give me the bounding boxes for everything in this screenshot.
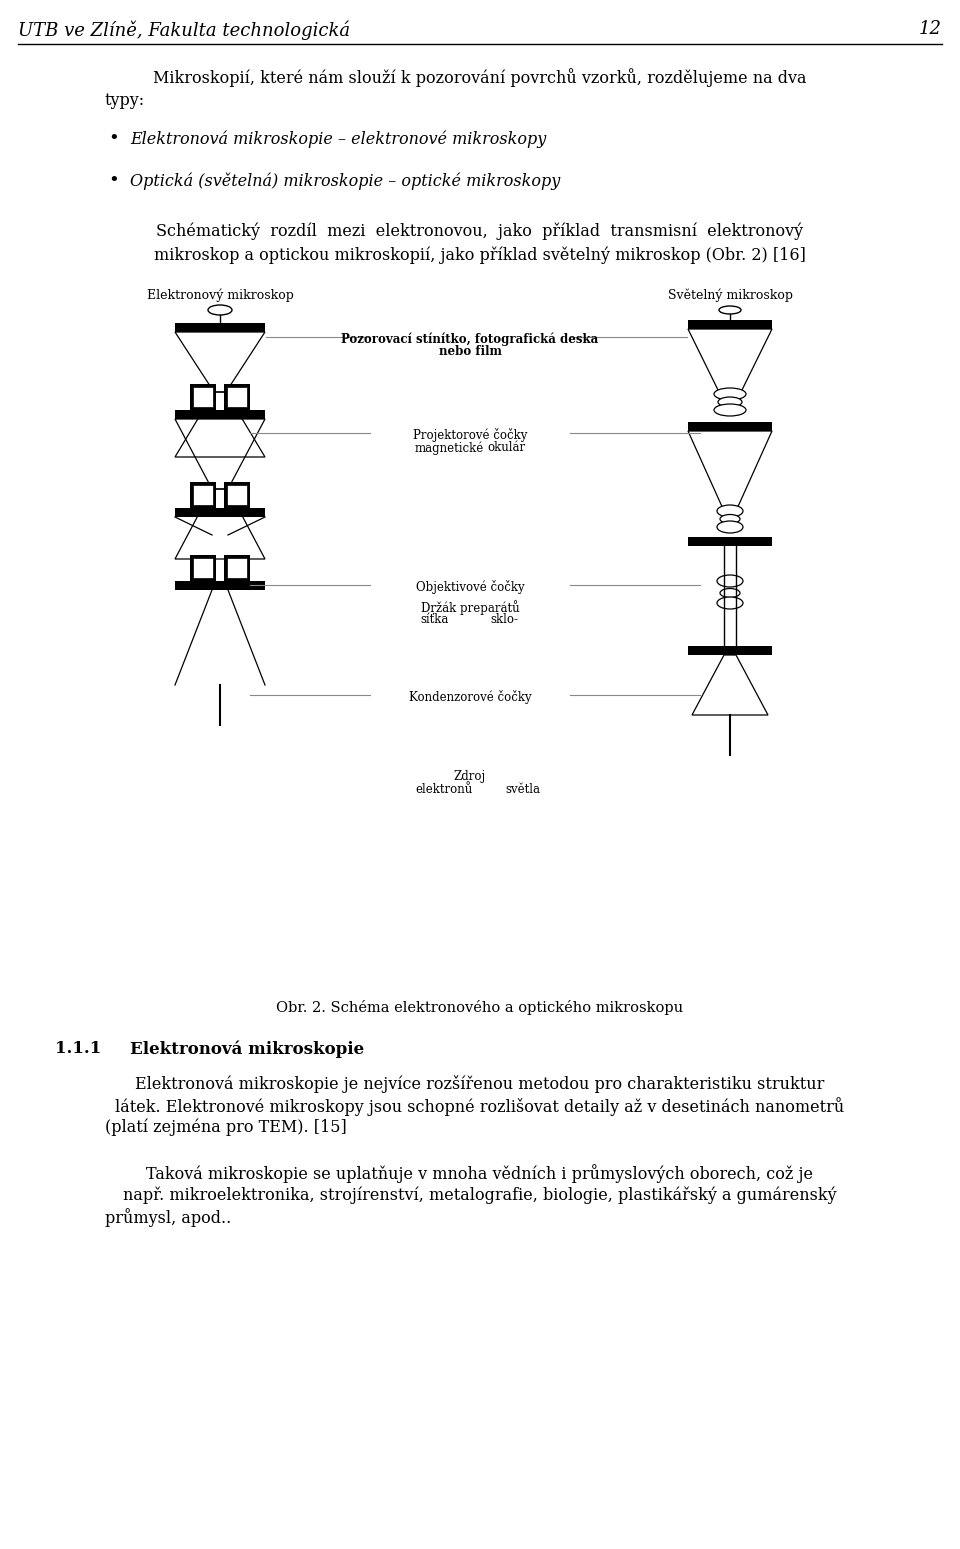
Bar: [224, 482, 250, 508]
Text: mikroskop a optickou mikroskopií, jako příklad světelný mikroskop (Obr. 2) [16]: mikroskop a optickou mikroskopií, jako p…: [154, 246, 806, 263]
Text: Projektorové čočky: Projektorové čočky: [413, 428, 527, 441]
Ellipse shape: [717, 575, 743, 587]
Text: okulár: okulár: [487, 441, 525, 454]
Bar: [175, 410, 265, 418]
Ellipse shape: [714, 387, 746, 400]
Text: světla: světla: [505, 782, 540, 796]
Text: magnetické: magnetické: [415, 441, 484, 454]
Text: látek. Elektronové mikroskopy jsou schopné rozlišovat detaily až v desetinách na: látek. Elektronové mikroskopy jsou schop…: [115, 1097, 845, 1115]
Text: Elektronová mikroskopie – elektronové mikroskopy: Elektronová mikroskopie – elektronové mi…: [130, 130, 546, 147]
Text: Mikroskopií, které nám slouží k pozorování povrchů vzorků, rozdělujeme na dva: Mikroskopií, které nám slouží k pozorová…: [154, 68, 806, 87]
Text: (platí zejména pro TEM). [15]: (platí zejména pro TEM). [15]: [105, 1118, 347, 1137]
Bar: [190, 555, 216, 581]
Text: Elektronová mikroskopie je nejvíce rozšířenou metodou pro charakteristiku strukt: Elektronová mikroskopie je nejvíce rozší…: [135, 1075, 825, 1094]
Text: Elektronový mikroskop: Elektronový mikroskop: [147, 288, 294, 302]
Bar: [688, 538, 772, 545]
Bar: [688, 421, 772, 431]
Ellipse shape: [717, 505, 743, 517]
Ellipse shape: [719, 307, 741, 314]
Text: Obr. 2. Schéma elektronového a optického mikroskopu: Obr. 2. Schéma elektronového a optického…: [276, 1001, 684, 1015]
Bar: [688, 321, 772, 328]
Text: Optická (světelná) mikroskopie – optické mikroskopy: Optická (světelná) mikroskopie – optické…: [130, 172, 561, 189]
Text: elektronů: elektronů: [415, 782, 472, 796]
Text: 1.1.1: 1.1.1: [55, 1039, 101, 1056]
Text: Kondenzorové čočky: Kondenzorové čočky: [409, 689, 531, 703]
Ellipse shape: [208, 305, 232, 314]
Text: typy:: typy:: [105, 91, 145, 108]
Bar: [224, 555, 250, 581]
Ellipse shape: [720, 514, 740, 524]
Bar: [227, 387, 247, 407]
Bar: [175, 324, 265, 331]
Text: síťka: síťka: [420, 613, 448, 626]
Text: •: •: [108, 130, 119, 149]
Text: průmysl, apod..: průmysl, apod..: [105, 1208, 231, 1227]
Bar: [224, 384, 250, 410]
Bar: [227, 485, 247, 505]
Bar: [193, 485, 213, 505]
Text: nebo film: nebo film: [439, 345, 501, 358]
Bar: [190, 384, 216, 410]
Text: Zdroj: Zdroj: [454, 770, 486, 782]
Bar: [175, 581, 265, 590]
Ellipse shape: [717, 596, 743, 609]
Text: 12: 12: [919, 20, 942, 39]
Text: •: •: [108, 172, 119, 191]
Bar: [688, 646, 772, 655]
Text: Elektronová mikroskopie: Elektronová mikroskopie: [130, 1039, 364, 1058]
Bar: [193, 558, 213, 578]
Bar: [190, 482, 216, 508]
Text: Objektivové čočky: Objektivové čočky: [416, 579, 524, 593]
Ellipse shape: [720, 589, 740, 598]
Text: Držák preparátů: Držák preparátů: [420, 599, 519, 615]
Text: UTB ve Zlíně, Fakulta technologická: UTB ve Zlíně, Fakulta technologická: [18, 20, 350, 40]
Ellipse shape: [718, 397, 742, 407]
Text: Pozorovací stínítko, fotografická deska: Pozorovací stínítko, fotografická deska: [342, 331, 599, 345]
Text: sklo-: sklo-: [490, 613, 518, 626]
Text: Schématický  rozdíl  mezi  elektronovou,  jako  příklad  transmisní  elektronový: Schématický rozdíl mezi elektronovou, ja…: [156, 222, 804, 240]
Ellipse shape: [714, 404, 746, 417]
Text: Světelný mikroskop: Světelný mikroskop: [667, 288, 793, 302]
Bar: [193, 387, 213, 407]
Bar: [227, 558, 247, 578]
Bar: [175, 508, 265, 517]
Text: Taková mikroskopie se uplatňuje v mnoha vědních i průmyslových oborech, což je: Taková mikroskopie se uplatňuje v mnoha …: [147, 1163, 813, 1183]
Text: např. mikroelektronika, strojírenství, metalografie, biologie, plastikářský a gu: např. mikroelektronika, strojírenství, m…: [123, 1187, 837, 1204]
Ellipse shape: [717, 520, 743, 533]
